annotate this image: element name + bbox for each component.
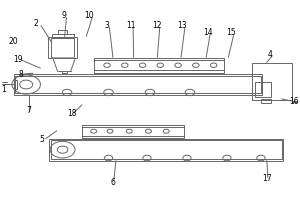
Text: 15: 15 (226, 28, 236, 37)
Text: 12: 12 (153, 21, 162, 30)
Text: 6: 6 (110, 178, 116, 187)
Text: 10: 10 (84, 11, 94, 20)
Bar (48, 37, 77, 58)
Text: 8: 8 (19, 70, 23, 79)
Bar (255, 82, 271, 97)
Text: 16: 16 (289, 97, 298, 106)
Text: 19: 19 (14, 55, 23, 64)
Bar (52, 34, 74, 38)
Text: 2: 2 (34, 19, 38, 28)
Bar (14, 74, 262, 95)
Text: 13: 13 (178, 21, 187, 30)
Bar (15, 76, 261, 93)
Text: 18: 18 (67, 109, 76, 118)
Bar (51, 38, 74, 57)
Text: 5: 5 (39, 135, 44, 144)
Text: 11: 11 (126, 21, 135, 30)
Bar (14, 80, 17, 89)
Bar (58, 30, 67, 34)
Text: 20: 20 (8, 37, 18, 46)
Text: 14: 14 (203, 28, 212, 37)
Bar (49, 139, 283, 161)
Text: 4: 4 (267, 50, 272, 59)
Bar (62, 71, 67, 73)
Text: 1: 1 (1, 85, 6, 94)
Bar (261, 99, 271, 103)
Text: 17: 17 (262, 174, 272, 183)
Text: 9: 9 (61, 11, 67, 20)
Bar (94, 58, 224, 73)
Text: 7: 7 (26, 106, 31, 115)
Text: 3: 3 (105, 21, 110, 30)
Bar (82, 125, 184, 138)
Bar (51, 140, 282, 159)
Polygon shape (53, 58, 75, 71)
Bar (252, 63, 292, 100)
